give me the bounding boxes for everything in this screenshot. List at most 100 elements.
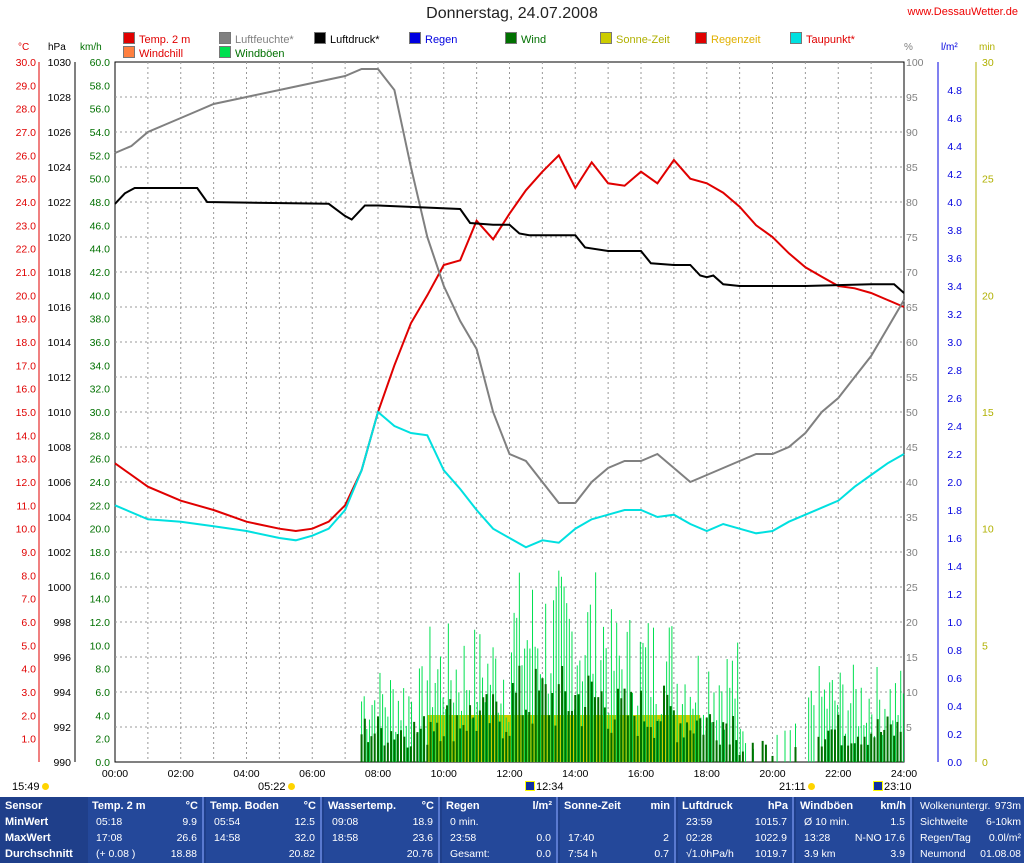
wind-tick-label: 12.0 xyxy=(90,617,111,629)
stats-extra-label: Wolkenuntergr. xyxy=(920,800,991,812)
sunset-icon xyxy=(807,783,815,790)
stats-cell-value: 20.82 xyxy=(288,848,315,860)
x-tick-label: 08:00 xyxy=(365,768,391,780)
rain-tick-label: 3.0 xyxy=(947,337,962,349)
stats-cell-value: 1022.9 xyxy=(754,832,787,844)
stats-cell-value: 18.88 xyxy=(170,848,197,860)
stats-cell-value: N-NO 17.6 xyxy=(854,832,905,844)
row-label-sensor: Sensor xyxy=(5,800,43,812)
rain-tick-label: 4.4 xyxy=(947,141,962,153)
stats-cell-value: 1.5 xyxy=(890,816,905,828)
rain-tick-label: 2.0 xyxy=(947,477,962,489)
humidity-tick-label: 45 xyxy=(906,442,918,454)
stats-cell-value: 9.9 xyxy=(182,816,197,828)
wind-tick-label: 2.0 xyxy=(95,734,110,746)
wind-tick-label: 24.0 xyxy=(90,477,111,489)
rain-tick-label: 3.8 xyxy=(947,225,962,237)
rain-tick-label: 2.2 xyxy=(947,449,962,461)
humidity-tick-label: 100 xyxy=(906,57,924,69)
wind-tick-label: 58.0 xyxy=(90,80,111,92)
series-line-taupunkt xyxy=(114,410,905,549)
x-tick-label: 16:00 xyxy=(628,768,654,780)
series-line-luftdruck xyxy=(114,187,905,294)
row-label-avg: Durchschnitt xyxy=(5,848,73,860)
stats-column-title: Windböen xyxy=(800,800,854,812)
rain-tick-label: 1.2 xyxy=(947,589,962,601)
minutes-tick-label: 0 xyxy=(982,757,988,769)
pressure-tick-label: 1018 xyxy=(48,267,72,279)
legend-item: Regen xyxy=(409,32,457,46)
humidity-tick-label: 60 xyxy=(906,337,918,349)
stats-cell-value: 1019.7 xyxy=(754,848,787,860)
sun-icon xyxy=(41,783,49,790)
stats-extra: Wolkenuntergr. 973m Sichtweite 6-10km Regen/… xyxy=(914,797,1024,863)
chart-title: Donnerstag, 24.07.2008 xyxy=(426,5,598,22)
legend-swatch xyxy=(219,32,231,44)
rain-tick-label: 4.8 xyxy=(947,85,962,97)
stats-column: Wassertemp. °C 09:08 18.9 18:58 23.6 20.76 xyxy=(324,797,440,863)
time-now: 15:49 xyxy=(12,781,49,793)
wind-tick-label: 28.0 xyxy=(90,430,111,442)
stats-cell-time: 3.9 km xyxy=(804,848,836,860)
wind-tick-label: 46.0 xyxy=(90,220,111,232)
x-tick-label: 20:00 xyxy=(759,768,785,780)
stats-extra-value: 01.08.08 xyxy=(980,848,1021,860)
x-tick-label: 10:00 xyxy=(431,768,457,780)
humidity-tick-label: 30 xyxy=(906,547,918,559)
pressure-tick-label: 1008 xyxy=(48,442,72,454)
unit-minutes: min xyxy=(979,42,996,53)
legend-item: Luftdruck* xyxy=(314,32,380,46)
wind-tick-label: 20.0 xyxy=(90,524,111,536)
stats-cell-time: 05:18 xyxy=(96,816,123,828)
legend-item: Regenzeit xyxy=(695,32,761,46)
temp-tick-label: 23.0 xyxy=(16,220,37,232)
x-tick-label: 14:00 xyxy=(562,768,588,780)
stats-cell-time: √1.0hPa/h xyxy=(686,848,734,860)
stats-cell-time: 17:08 xyxy=(96,832,123,844)
humidity-tick-label: 10 xyxy=(906,687,918,699)
temp-tick-label: 12.0 xyxy=(16,477,37,489)
rain-tick-label: 2.6 xyxy=(947,393,962,405)
rain-tick-label: 1.4 xyxy=(947,561,962,573)
stats-cell-value: 12.5 xyxy=(294,816,315,828)
temp-tick-label: 24.0 xyxy=(16,197,37,209)
temp-tick-label: 9.0 xyxy=(21,547,36,559)
site-link[interactable]: www.DessauWetter.de xyxy=(907,6,1018,18)
humidity-tick-label: 65 xyxy=(906,302,918,314)
stats-cell-time: 13:28 xyxy=(804,832,831,844)
moonset-time: 12:34 xyxy=(525,781,564,793)
wind-tick-label: 52.0 xyxy=(90,150,111,162)
stats-column-unit: min xyxy=(650,800,670,812)
minutes-tick-label: 5 xyxy=(982,640,988,652)
stats-column-unit: km/h xyxy=(880,800,906,812)
wind-tick-label: 30.0 xyxy=(90,407,111,419)
temp-tick-label: 4.0 xyxy=(21,664,36,676)
stats-cell-time: 7:54 h xyxy=(568,848,598,860)
row-label-max: MaxWert xyxy=(5,832,51,844)
legend-item: Luftfeuchte* xyxy=(219,32,294,46)
temp-tick-label: 13.0 xyxy=(16,454,37,466)
humidity-tick-label: 50 xyxy=(906,407,918,419)
humidity-tick-label: 80 xyxy=(906,197,918,209)
time-now-label: 15:49 xyxy=(12,781,40,793)
pressure-tick-label: 996 xyxy=(53,652,71,664)
legend-label: Windchill xyxy=(139,48,184,60)
unit-temp: °C xyxy=(18,42,30,53)
rain-tick-label: 1.8 xyxy=(947,505,962,517)
wind-tick-label: 54.0 xyxy=(90,127,111,139)
pressure-tick-label: 1000 xyxy=(48,582,72,594)
stats-extra-value: 6-10km xyxy=(985,816,1021,828)
humidity-tick-label: 35 xyxy=(906,512,918,524)
legend-swatch xyxy=(505,32,517,44)
stats-cell-time: 18:58 xyxy=(332,832,359,844)
legend-label: Luftfeuchte* xyxy=(235,34,294,46)
temp-tick-label: 5.0 xyxy=(21,640,36,652)
rain-tick-label: 0.4 xyxy=(947,701,962,713)
temp-tick-label: 16.0 xyxy=(16,384,37,396)
temp-tick-label: 28.0 xyxy=(16,104,37,116)
row-label-min: MinWert xyxy=(5,816,49,828)
stats-cell-time: 02:28 xyxy=(686,832,713,844)
wind-tick-label: 40.0 xyxy=(90,290,111,302)
rain-tick-label: 0.8 xyxy=(947,645,962,657)
stats-column: Windböen km/h Ø 10 min. 1.5 13:28 N-NO 17.6 3.… xyxy=(796,797,912,863)
